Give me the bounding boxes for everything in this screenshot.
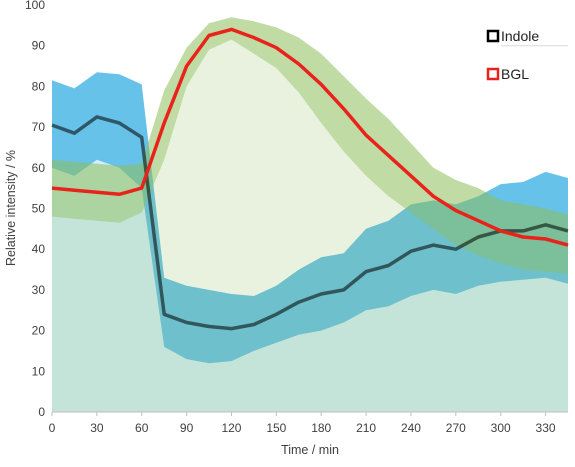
- bgl-point-165: [298, 63, 300, 65]
- bgl-point-285: [477, 220, 479, 222]
- x-axis-title: Time / min: [281, 443, 339, 457]
- bgl-point-315: [522, 236, 524, 238]
- indole-point-240: [410, 250, 412, 252]
- bgl-point-330: [544, 238, 546, 240]
- bgl-point-180: [320, 83, 322, 85]
- y-tick-label-40: 40: [32, 242, 46, 256]
- x-tick-label-180: 180: [311, 421, 331, 435]
- indole-mean-line: [51, 115, 569, 331]
- x-tick-label-330: 330: [536, 421, 556, 435]
- bgl-point-30: [96, 191, 98, 193]
- bgl-point-105: [208, 34, 210, 36]
- x-tick-label-60: 60: [135, 421, 149, 435]
- bgl-point-345: [567, 244, 569, 246]
- indole-point-255: [432, 244, 434, 246]
- legend-label-indole: Indole: [501, 28, 539, 44]
- indole-error-band: [52, 72, 568, 364]
- legend-item-bgl: BGL: [486, 66, 529, 82]
- y-tick-label-100: 100: [25, 0, 45, 12]
- legend-label-bgl: BGL: [501, 66, 529, 82]
- bgl-point-90: [185, 65, 187, 67]
- x-tick-label-210: 210: [356, 421, 376, 435]
- bgl-point-0: [51, 187, 53, 189]
- x-tick-label-150: 150: [266, 421, 286, 435]
- bgl-point-270: [455, 209, 457, 211]
- bgl-point-15: [73, 189, 75, 191]
- bgl-point-150: [275, 47, 277, 49]
- bgl-point-240: [410, 175, 412, 177]
- y-tick-label-80: 80: [32, 79, 46, 93]
- x-tick-label-270: 270: [446, 421, 466, 435]
- indole-point-135: [253, 323, 255, 325]
- indole-point-150: [275, 313, 277, 315]
- legend-item-indole: Indole: [486, 28, 539, 44]
- indole-point-90: [185, 321, 187, 323]
- x-tick-label-90: 90: [180, 421, 194, 435]
- x-tick-label-30: 30: [90, 421, 104, 435]
- bgl-point-255: [432, 195, 434, 197]
- indole-point-15: [73, 132, 75, 134]
- y-tick-label-70: 70: [32, 120, 46, 134]
- indole-point-30: [96, 116, 98, 118]
- bgl-point-195: [343, 108, 345, 110]
- bgl-mean-line: [51, 27, 569, 247]
- bgl-point-210: [365, 134, 367, 136]
- x-tick-label-300: 300: [491, 421, 511, 435]
- indole-point-225: [387, 264, 389, 266]
- y-axis-title: Relative intensity / %: [4, 150, 18, 266]
- indole-point-60: [141, 136, 143, 138]
- bgl-point-120: [230, 28, 232, 30]
- indole-point-0: [51, 124, 53, 126]
- y-tick-label-10: 10: [32, 364, 46, 378]
- y-tick-label-30: 30: [32, 283, 46, 297]
- indole-point-330: [544, 224, 546, 226]
- bgl-point-300: [500, 230, 502, 232]
- indole-point-165: [298, 301, 300, 303]
- legend-swatch-bgl: [486, 67, 500, 81]
- indole-point-345: [567, 230, 569, 232]
- bgl-point-45: [118, 193, 120, 195]
- bgl-point-135: [253, 36, 255, 38]
- indole-lower-fill: [52, 159, 568, 412]
- bgl-point-60: [141, 187, 143, 189]
- indole-point-210: [365, 270, 367, 272]
- indole-point-105: [208, 325, 210, 327]
- indole-point-120: [230, 327, 232, 329]
- x-tick-label-120: 120: [221, 421, 241, 435]
- indole-point-75: [163, 313, 165, 315]
- indole-point-45: [118, 122, 120, 124]
- indole-point-195: [343, 289, 345, 291]
- y-tick-label-60: 60: [32, 161, 46, 175]
- indole-point-285: [477, 236, 479, 238]
- y-tick-label-0: 0: [38, 405, 45, 419]
- indole-point-315: [522, 230, 524, 232]
- y-tick-label-50: 50: [32, 202, 46, 216]
- x-tick-label-240: 240: [401, 421, 421, 435]
- indole-point-270: [455, 248, 457, 250]
- y-tick-label-20: 20: [32, 324, 46, 338]
- bgl-point-225: [387, 154, 389, 156]
- indole-point-180: [320, 293, 322, 295]
- bgl-point-75: [163, 122, 165, 124]
- x-tick-label-0: 0: [49, 421, 56, 435]
- y-tick-label-90: 90: [32, 39, 46, 53]
- legend: Indole BGL: [486, 28, 539, 82]
- legend-swatch-indole: [486, 29, 500, 43]
